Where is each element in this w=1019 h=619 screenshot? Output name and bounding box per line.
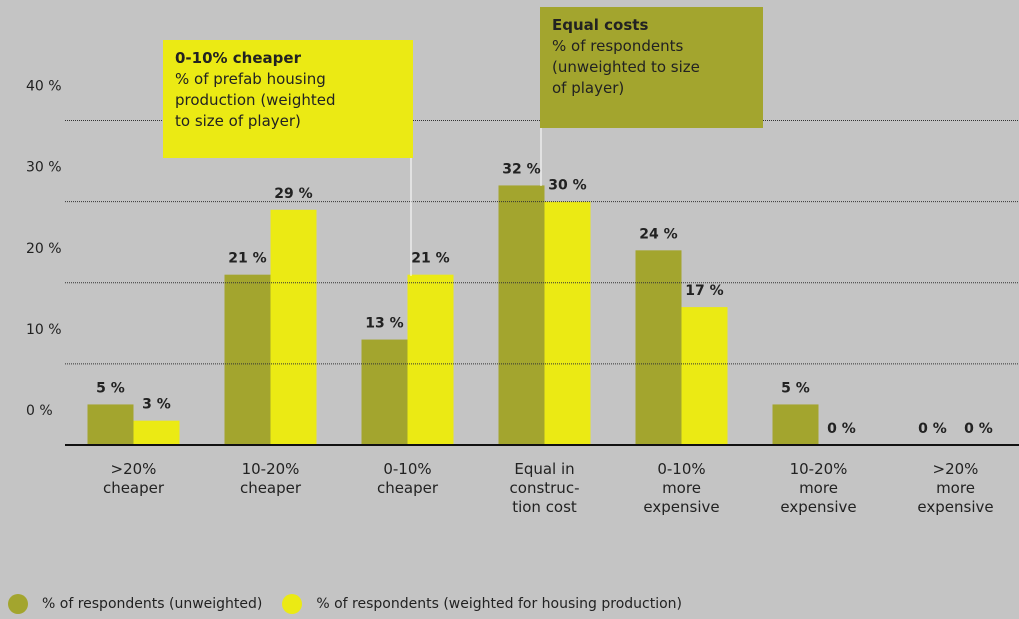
callout: 0-10% cheaper % of prefab housing produc… [163,40,413,158]
value-label: 32 % [502,161,540,177]
callout-title: Equal costs [552,16,649,34]
x-tick-label: 0-10% cheaper [376,460,439,497]
y-tick-label: 0 % [26,403,53,419]
callout-title: 0-10% cheaper [175,49,301,67]
x-tick-label: Equal in construc- tion cost [509,460,580,516]
value-label: 21 % [411,251,449,267]
legend-swatch [282,594,303,614]
legend: % of respondents (unweighted) % of respon… [8,594,702,614]
y-tick-label: 40 % [26,79,62,95]
legend-label: % of respondents (weighted for housing p… [316,596,682,612]
legend-item: % of respondents (unweighted) [8,594,262,614]
x-tick-label: >20% cheaper [102,460,165,497]
x-tick-label: 0-10% more expensive [643,460,720,516]
callout-text: % of respondents (unweighted to size of … [552,37,700,97]
bar [772,404,819,445]
y-tick-label: 20 % [26,241,62,257]
value-label: 3 % [142,397,171,413]
value-label: 5 % [781,380,810,396]
value-label: 30 % [548,178,586,194]
x-tick-label: >20% more expensive [917,460,994,516]
value-label: 13 % [365,316,403,332]
x-tick-label: 10-20% more expensive [780,460,857,516]
bar [498,185,545,445]
bar [87,404,134,445]
value-label: 0 % [918,421,947,437]
value-label: 0 % [964,421,993,437]
y-tick-label: 30 % [26,160,62,176]
legend-item: % of respondents (weighted for housing p… [282,594,682,614]
value-label: 29 % [274,186,312,202]
legend-swatch [8,594,28,614]
bar [681,307,728,445]
bar [224,274,271,445]
value-label: 0 % [827,421,856,437]
y-tick-label: 10 % [26,322,62,338]
value-label: 5 % [96,380,125,396]
bar [407,274,454,445]
bar [133,420,180,445]
value-label: 21 % [228,251,266,267]
bar [635,250,682,445]
bar [270,209,317,445]
callout: Equal costs % of respondents (unweighted… [540,7,763,128]
legend-label: % of respondents (unweighted) [42,596,263,612]
bar [361,339,408,445]
bar [544,201,591,445]
callout-text: % of prefab housing production (weighted… [175,70,336,130]
value-label: 24 % [639,226,677,242]
x-tick-label: 10-20% cheaper [239,460,302,497]
value-label: 17 % [685,283,723,299]
